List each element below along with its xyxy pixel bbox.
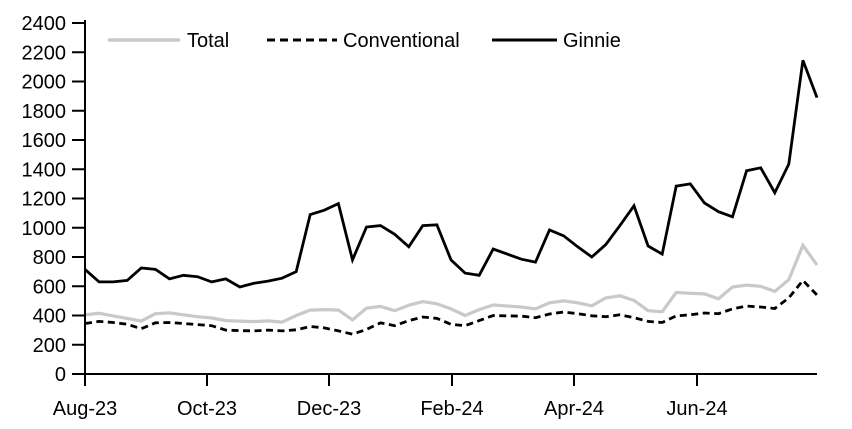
y-axis-ticks: 0 200 400 600 800 1000 1200 1400 1600 1800 2000 220…: [22, 13, 85, 386]
y-tick-label-1000: 1000: [22, 218, 67, 240]
y-tick-label-2200: 2200: [22, 42, 67, 64]
x-tick-label-oct-23: Oct-23: [177, 398, 237, 420]
x-tick-label-feb-24: Feb-24: [420, 398, 483, 420]
y-tick-label-200: 200: [33, 335, 66, 357]
axes: [84, 20, 817, 375]
x-axis-ticks: Aug-23 Oct-23 Dec-23 Feb-24 Apr-24 Jun-24: [53, 374, 728, 420]
y-tick-label-1600: 1600: [22, 130, 67, 152]
y-tick-label-1200: 1200: [22, 189, 67, 211]
y-tick-label-400: 400: [33, 306, 66, 328]
x-tick-label-aug-23: Aug-23: [53, 398, 118, 420]
y-tick-label-1400: 1400: [22, 159, 67, 181]
plot-series: [84, 59, 819, 336]
series-line-total: [84, 242, 819, 324]
legend: Total Conventional Ginnie: [108, 30, 621, 52]
y-tick-label-2400: 2400: [22, 13, 67, 35]
y-tick-label-2000: 2000: [22, 72, 67, 94]
series-line-ginnie: [84, 59, 819, 289]
series-line-conventional: [84, 278, 819, 336]
x-tick-label-apr-24: Apr-24: [544, 398, 604, 420]
x-tick-label-jun-24: Jun-24: [666, 398, 727, 420]
legend-label-conventional: Conventional: [343, 30, 460, 52]
legend-label-ginnie: Ginnie: [563, 30, 621, 52]
y-tick-label-800: 800: [33, 247, 66, 269]
x-tick-label-dec-23: Dec-23: [297, 398, 361, 420]
y-tick-label-0: 0: [55, 364, 66, 386]
legend-label-total: Total: [187, 30, 229, 52]
y-tick-label-1800: 1800: [22, 101, 67, 123]
y-tick-label-600: 600: [33, 276, 66, 298]
